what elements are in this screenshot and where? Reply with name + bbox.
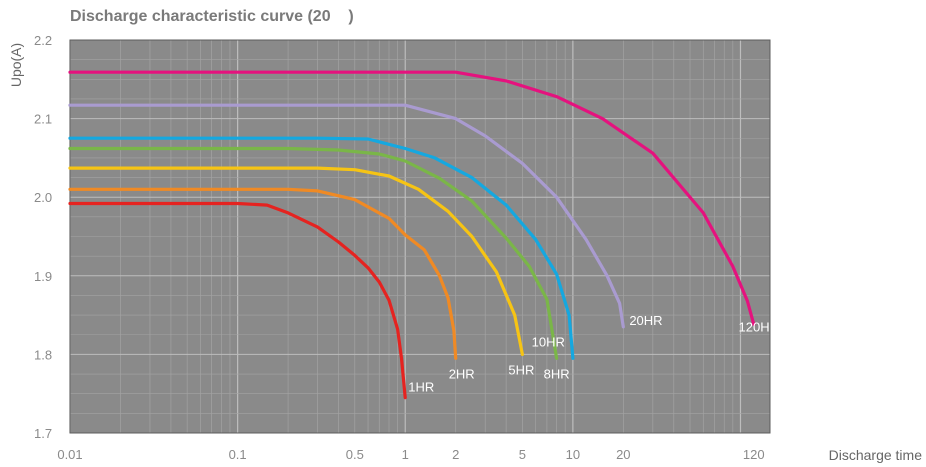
grid (69, 39, 770, 434)
x-tick-label: 0.01 (57, 447, 82, 462)
series-label-8hr: 8HR (544, 366, 570, 381)
y-tick-label: 2.1 (34, 112, 52, 127)
x-tick-label: 5 (519, 447, 526, 462)
x-tick-label: 120 (743, 447, 765, 462)
y-tick-label: 2.2 (34, 33, 52, 48)
y-tick-label: 1.8 (34, 347, 52, 362)
y-tick-label: 1.9 (34, 269, 52, 284)
y-axis-label: Upo(A) (8, 43, 24, 87)
series-line-5hr (68, 166, 524, 356)
series-line-2hr (68, 187, 458, 360)
x-tick-label: 0.1 (229, 447, 247, 462)
series-group: 1HR 2HR 5HR 8HR 10HR 20HR 120HR (68, 70, 779, 400)
y-tick-labels: 1.7 1.8 1.9 2.0 2.1 2.2 (34, 33, 52, 441)
x-tick-label: 20 (616, 447, 630, 462)
x-axis-label: Discharge time (829, 447, 923, 463)
x-tick-label: 2 (452, 447, 459, 462)
series-line-1hr (68, 201, 407, 400)
series-line-20hr (68, 103, 625, 329)
series-label-20hr: 20HR (629, 313, 662, 328)
y-tick-label: 2.0 (34, 190, 52, 205)
x-tick-label: 0.5 (346, 447, 364, 462)
series-label-10hr: 10HR (532, 334, 565, 349)
plot-frame (69, 39, 771, 434)
series-line-10hr (68, 136, 575, 360)
series-label-1hr: 1HR (408, 380, 434, 395)
x-tick-labels: 0.01 0.1 0.5 1 2 5 10 20 120 (57, 447, 764, 462)
series-label-2hr: 2HR (449, 366, 475, 381)
series-line-120hr (68, 70, 756, 327)
series-label-5hr: 5HR (508, 362, 534, 377)
x-tick-label: 1 (402, 447, 409, 462)
series-line-8hr (68, 146, 559, 360)
series-label-120hr: 120HR (739, 320, 779, 335)
x-tick-label: 10 (566, 447, 580, 462)
y-tick-label: 1.7 (34, 426, 52, 441)
chart-title: Discharge characteristic curve (20 ) (70, 8, 354, 25)
